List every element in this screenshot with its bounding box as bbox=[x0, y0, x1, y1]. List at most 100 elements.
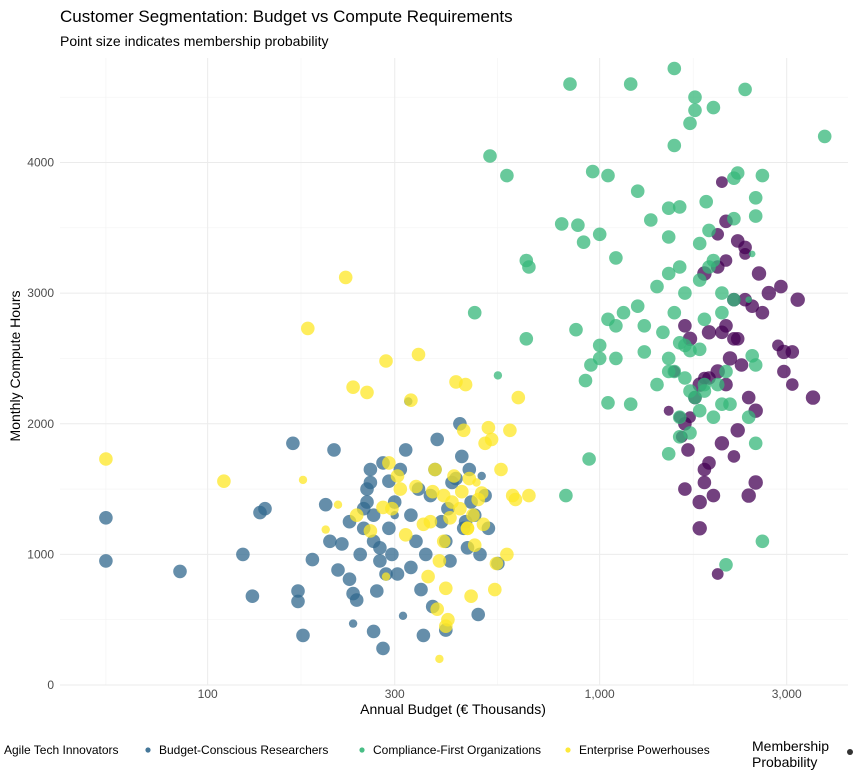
series-budget-conscious-researchers bbox=[99, 397, 505, 656]
data-point bbox=[494, 462, 508, 477]
data-point bbox=[730, 423, 745, 438]
data-point bbox=[630, 184, 645, 198]
data-point bbox=[623, 77, 638, 91]
legend: Membership Probability Agile Tech Innova… bbox=[4, 738, 853, 770]
data-point bbox=[672, 260, 687, 274]
y-tick-label: 3000 bbox=[27, 286, 54, 300]
data-point bbox=[476, 517, 491, 532]
data-point bbox=[582, 452, 596, 466]
x-tick-label: 100 bbox=[198, 687, 218, 701]
data-point bbox=[650, 279, 664, 294]
data-point bbox=[661, 201, 676, 215]
data-point bbox=[342, 572, 357, 586]
y-tick-label: 4000 bbox=[27, 156, 54, 170]
data-point bbox=[748, 250, 756, 258]
data-point bbox=[305, 552, 320, 567]
data-point bbox=[672, 410, 687, 425]
data-point bbox=[667, 61, 682, 76]
data-point bbox=[650, 377, 664, 392]
series-compliance-first-organizations bbox=[467, 61, 832, 572]
data-point bbox=[661, 351, 676, 366]
data-point bbox=[672, 430, 687, 444]
data-point bbox=[99, 452, 113, 466]
data-point bbox=[474, 486, 489, 500]
data-point bbox=[706, 410, 721, 425]
data-point bbox=[467, 538, 482, 552]
x-axis-title: Annual Budget (€ Thousands) bbox=[360, 701, 546, 717]
data-point bbox=[398, 528, 413, 542]
data-point bbox=[327, 443, 341, 457]
data-point bbox=[382, 456, 396, 470]
data-point bbox=[644, 213, 658, 227]
data-point bbox=[349, 593, 364, 607]
data-point bbox=[715, 305, 729, 320]
data-point bbox=[683, 384, 697, 398]
data-point bbox=[738, 82, 752, 97]
data-point bbox=[719, 254, 733, 267]
data-point bbox=[411, 347, 426, 362]
data-point bbox=[630, 299, 645, 314]
data-point bbox=[404, 560, 418, 575]
data-point bbox=[385, 501, 399, 516]
legend-label: Agile Tech Innovators bbox=[4, 743, 119, 757]
data-point bbox=[585, 164, 600, 179]
data-point bbox=[761, 285, 776, 301]
data-point bbox=[291, 584, 305, 598]
data-point bbox=[715, 286, 729, 300]
data-point bbox=[554, 217, 569, 231]
data-point bbox=[683, 426, 697, 440]
data-point bbox=[722, 351, 738, 366]
data-point bbox=[678, 371, 692, 385]
data-point bbox=[323, 534, 337, 549]
data-point bbox=[578, 373, 593, 388]
data-point bbox=[559, 488, 573, 503]
data-point bbox=[404, 393, 418, 408]
data-point bbox=[805, 390, 821, 405]
data-point bbox=[719, 319, 733, 333]
data-point bbox=[785, 345, 800, 359]
y-axis-ticks: 0 1000 2000 3000 4000 bbox=[27, 156, 54, 693]
data-point bbox=[373, 541, 387, 555]
data-point bbox=[741, 488, 756, 503]
data-point bbox=[727, 292, 741, 307]
data-point bbox=[500, 547, 514, 562]
data-point bbox=[739, 248, 751, 260]
data-point bbox=[688, 103, 702, 118]
x-tick-label: 300 bbox=[385, 687, 405, 701]
data-point bbox=[335, 537, 349, 551]
data-point bbox=[710, 377, 725, 392]
data-point bbox=[338, 270, 353, 285]
y-tick-label: 0 bbox=[47, 678, 54, 692]
data-point bbox=[699, 194, 713, 209]
data-point bbox=[333, 500, 343, 509]
data-point bbox=[719, 364, 733, 379]
data-point bbox=[748, 436, 763, 451]
data-point bbox=[331, 563, 345, 577]
data-point bbox=[755, 534, 770, 549]
legend-label: Compliance-First Organizations bbox=[373, 743, 541, 757]
data-point bbox=[637, 319, 652, 333]
data-point bbox=[522, 488, 536, 503]
data-point bbox=[692, 403, 707, 418]
data-point bbox=[488, 582, 502, 597]
legend-swatch bbox=[145, 747, 151, 753]
data-point bbox=[519, 332, 534, 346]
data-point bbox=[592, 227, 607, 242]
data-point bbox=[363, 475, 378, 490]
data-point bbox=[430, 432, 445, 447]
data-point bbox=[456, 423, 471, 438]
data-point bbox=[692, 273, 707, 287]
y-tick-label: 1000 bbox=[27, 547, 54, 561]
data-point bbox=[702, 223, 716, 238]
data-point bbox=[730, 332, 745, 346]
data-point bbox=[817, 129, 832, 144]
data-point bbox=[381, 572, 391, 581]
data-point bbox=[421, 569, 435, 584]
data-point bbox=[661, 230, 676, 244]
data-point bbox=[661, 266, 676, 281]
legend-title-line-1: Membership bbox=[752, 738, 829, 754]
data-point bbox=[484, 432, 499, 447]
data-point bbox=[419, 547, 433, 562]
data-point bbox=[370, 584, 384, 598]
data-point bbox=[663, 405, 674, 416]
